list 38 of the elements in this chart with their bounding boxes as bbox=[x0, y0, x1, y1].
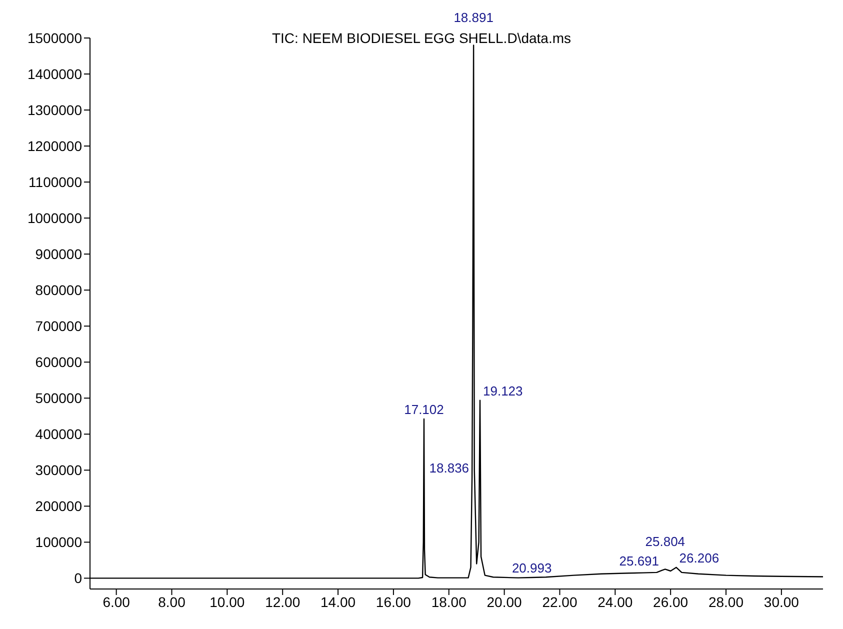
x-tick-label: 30.00 bbox=[764, 594, 800, 610]
y-tick-label: 600000 bbox=[35, 354, 82, 370]
y-tick-label: 700000 bbox=[35, 318, 82, 334]
annotation: 26.206 bbox=[679, 550, 720, 566]
x-tick-label: 28.00 bbox=[708, 594, 744, 610]
annotation: 18.836 bbox=[429, 460, 470, 476]
y-tick-label: 1000000 bbox=[27, 210, 82, 226]
annotation: 17.102 bbox=[404, 402, 444, 418]
y-tick-label: 1300000 bbox=[27, 102, 82, 118]
x-tick-label: 16.00 bbox=[376, 594, 412, 610]
y-tick-label: 400000 bbox=[35, 426, 82, 442]
y-tick-label: 100000 bbox=[35, 534, 82, 550]
annotation: 18.891 bbox=[454, 10, 494, 26]
annotation: 20.993 bbox=[512, 560, 552, 576]
y-tick-label: 1400000 bbox=[27, 66, 82, 82]
chart-title: TIC: NEEM BIODIESEL EGG SHELL.D\data.ms bbox=[272, 30, 571, 46]
y-tick-label: 1200000 bbox=[27, 138, 82, 154]
y-tick-label: 500000 bbox=[35, 390, 82, 406]
x-tick-label: 22.00 bbox=[542, 594, 578, 610]
annotation: 25.804 bbox=[645, 534, 686, 550]
y-tick-label: 800000 bbox=[35, 282, 82, 298]
y-tick-label: 300000 bbox=[35, 462, 82, 478]
x-tick-label: 24.00 bbox=[598, 594, 633, 610]
y-tick-label: 1500000 bbox=[27, 30, 82, 46]
x-tick-label: 12.00 bbox=[265, 594, 300, 610]
y-tick-label: 1100000 bbox=[28, 174, 82, 190]
x-tick-label: 6.00 bbox=[102, 594, 130, 610]
y-tick-label: 0 bbox=[74, 570, 82, 586]
x-tick-label: 10.00 bbox=[210, 594, 245, 610]
x-tick-label: 8.00 bbox=[158, 594, 186, 610]
y-tick-label: 900000 bbox=[35, 246, 82, 262]
x-tick-label: 14.00 bbox=[320, 594, 356, 610]
x-tick-label: 20.00 bbox=[486, 594, 522, 610]
annotation: 25.691 bbox=[619, 553, 660, 568]
x-tick-label: 18.00 bbox=[431, 594, 467, 610]
x-tick-label: 26.00 bbox=[653, 594, 688, 610]
annotation: 19.123 bbox=[483, 383, 523, 398]
y-tick-label: 200000 bbox=[35, 498, 82, 514]
